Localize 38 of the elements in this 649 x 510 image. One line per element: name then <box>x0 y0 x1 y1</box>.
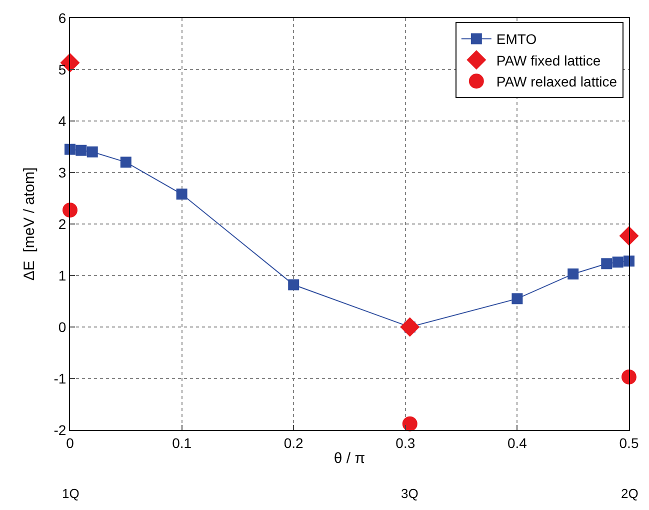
text: 3Q <box>401 486 418 501</box>
y-tick-label: -2 <box>54 422 66 438</box>
text: 1Q <box>62 486 80 501</box>
y-axis-title: ΔE [meV / atom] <box>20 167 38 281</box>
point <box>76 144 87 156</box>
x-axis-title: θ / π <box>334 450 366 467</box>
y-tick-label: 3 <box>58 164 66 180</box>
x-tick-label: 0.4 <box>507 434 528 451</box>
point <box>62 202 78 218</box>
point <box>288 279 300 290</box>
x-tick-label: 0.1 <box>172 434 192 451</box>
point <box>400 317 420 337</box>
y-tick-label: 4 <box>58 112 66 129</box>
point <box>402 416 418 432</box>
text: 2Q <box>621 486 638 501</box>
legend-label: PAW relaxed lattice <box>496 74 618 90</box>
point <box>568 268 579 280</box>
point <box>86 146 98 158</box>
y-tick-label: 6 <box>58 10 66 26</box>
y-tick-label: 1 <box>58 267 66 284</box>
x-tick-label: 0.5 <box>619 434 639 451</box>
point <box>624 256 634 267</box>
y-tick-label: 5 <box>58 61 66 78</box>
y-tick-label: 0 <box>58 318 66 335</box>
y-tick-label: -1 <box>54 370 66 386</box>
x-tick-label: 0.3 <box>396 434 416 451</box>
point <box>601 258 612 270</box>
legend-label: EMTO <box>496 31 537 48</box>
point <box>622 369 636 384</box>
point <box>612 256 624 268</box>
y-tick-label: 2 <box>58 216 66 232</box>
legend-label: PAW fixed lattice <box>496 52 601 68</box>
x-tick-label: 0.2 <box>284 434 304 451</box>
point <box>176 188 188 200</box>
point <box>120 156 132 168</box>
point <box>512 293 523 304</box>
point <box>64 144 76 155</box>
point <box>619 226 639 246</box>
